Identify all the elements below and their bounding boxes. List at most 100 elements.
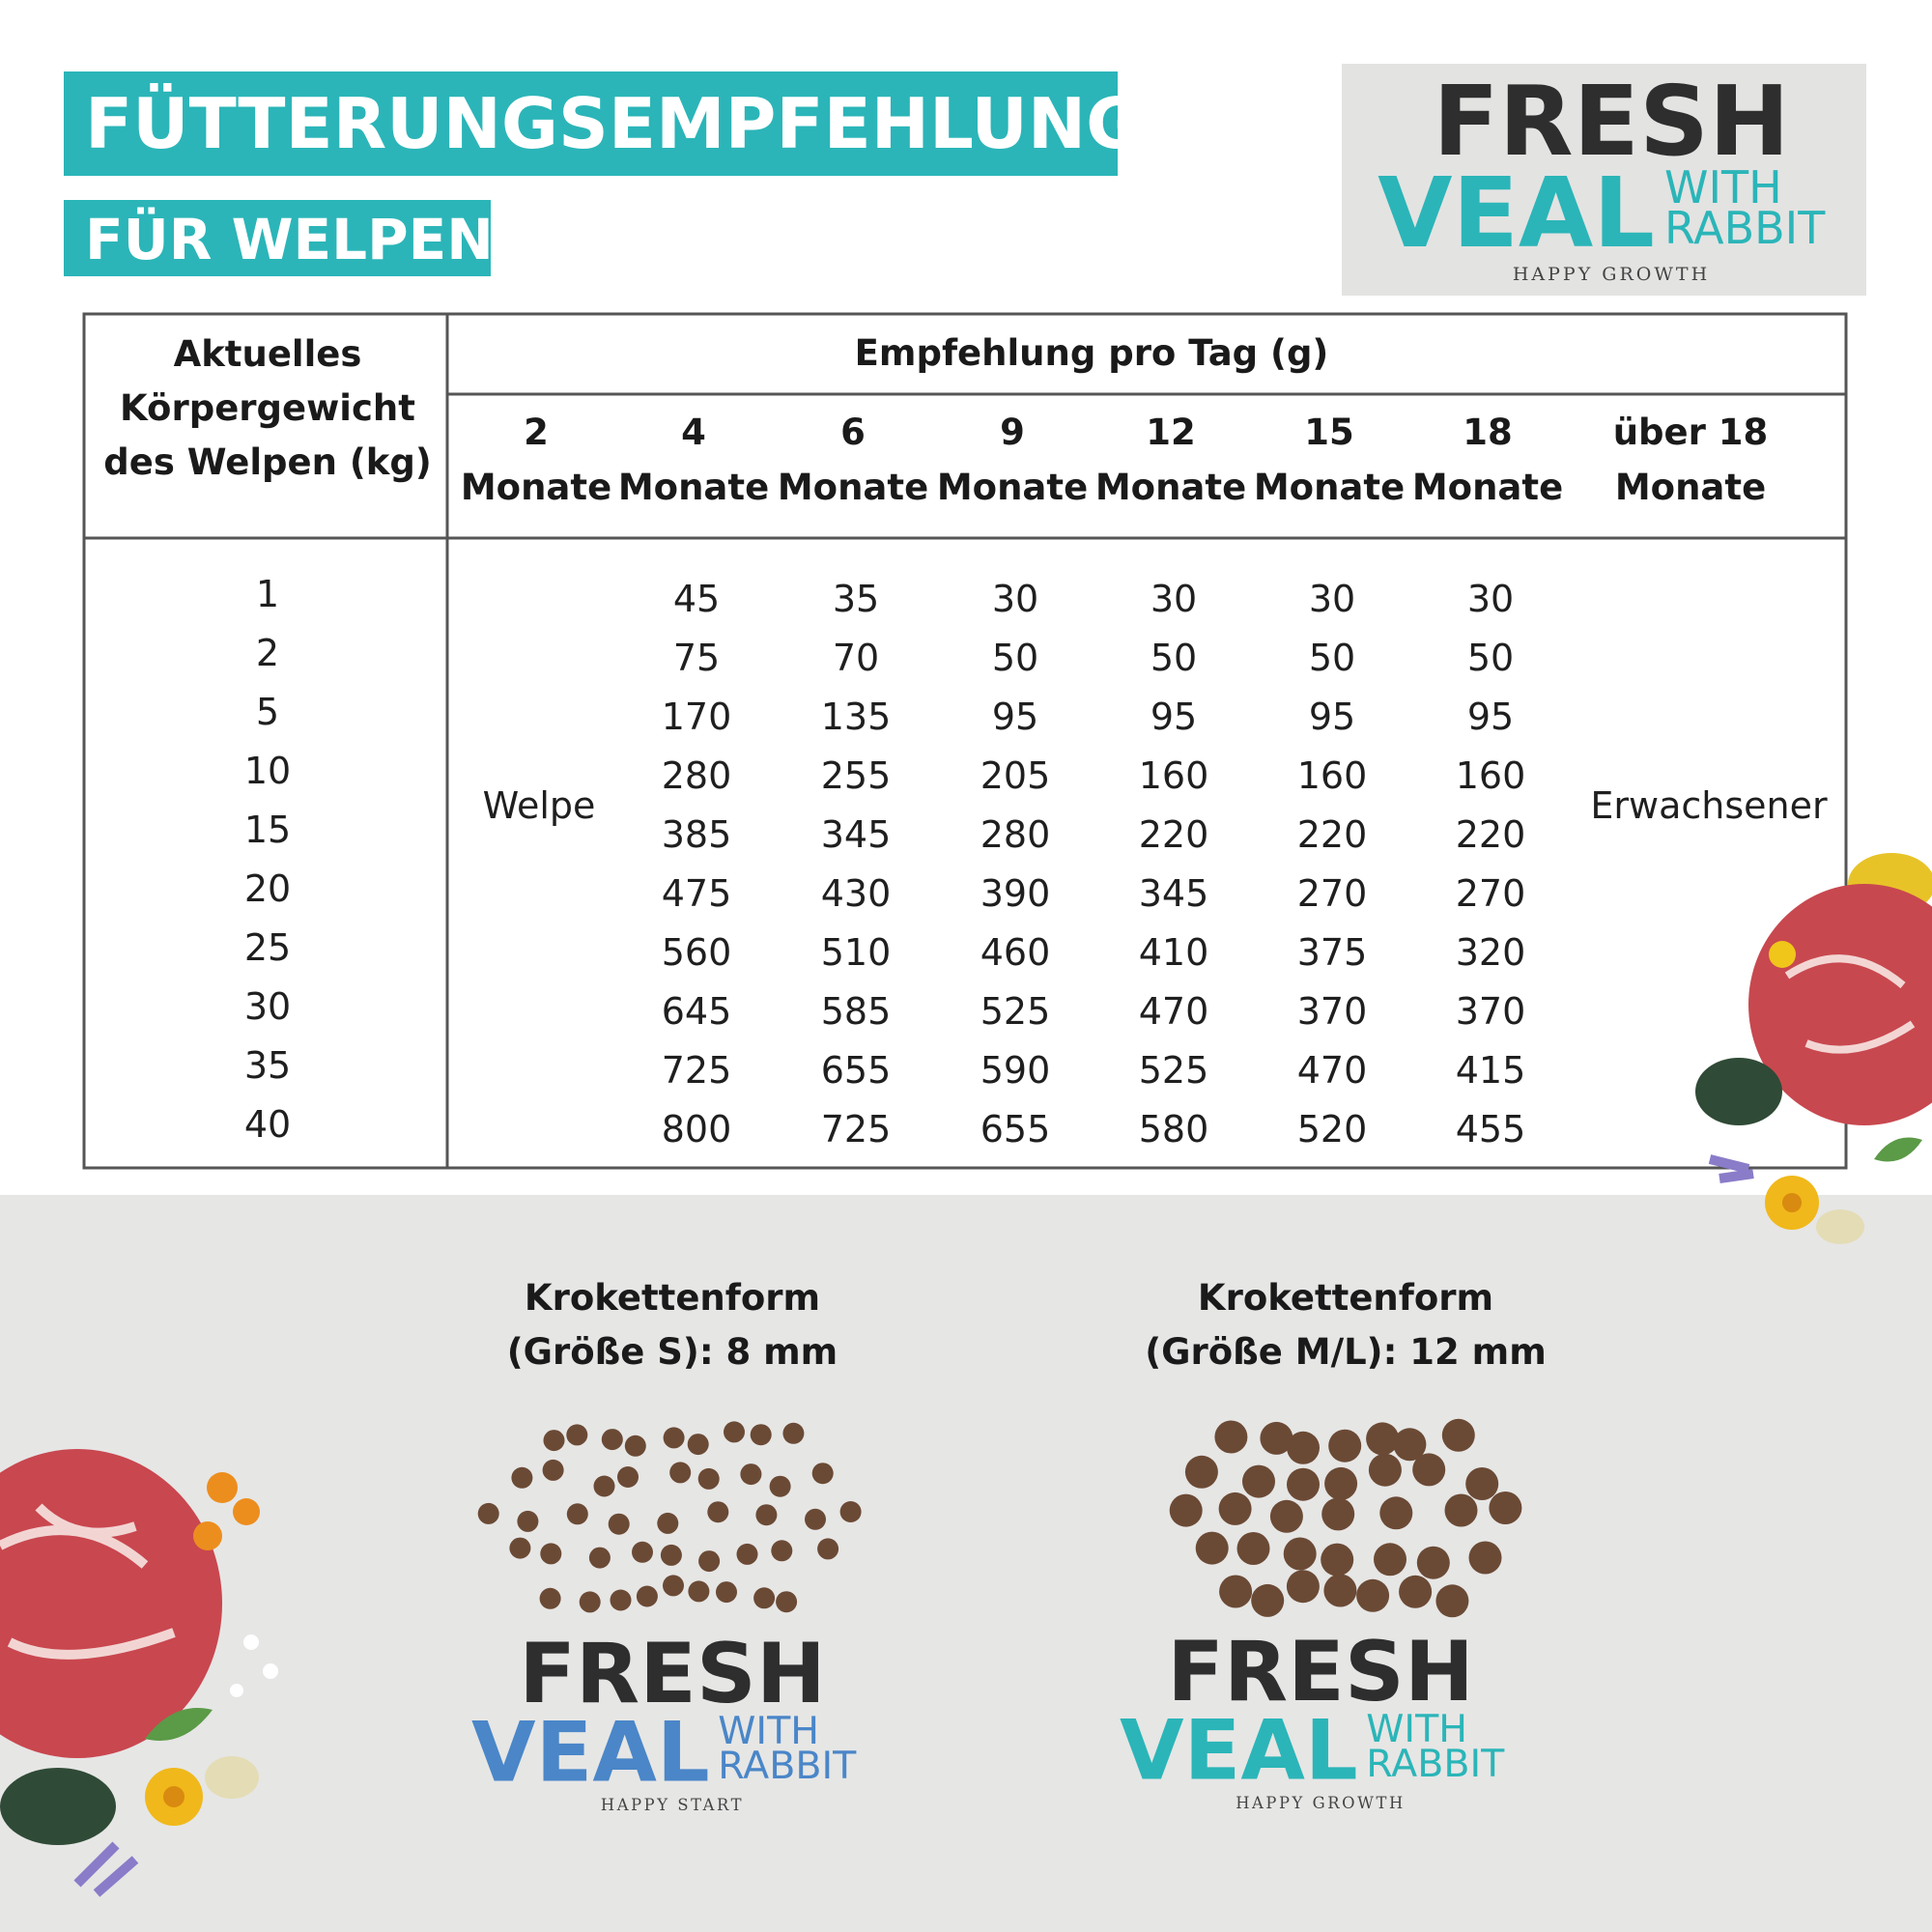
column-unit: Monate [618,467,769,508]
amount: 35 [833,578,879,620]
weight: 30 [244,985,291,1028]
amount: 30 [992,578,1038,620]
kibble [617,1466,639,1488]
weight: 5 [256,691,279,733]
logo-product: VEAL [1120,1703,1358,1800]
column-number: 2 [524,412,549,453]
kibble [657,1512,679,1534]
kibble [753,1587,776,1609]
weight-header: Körpergewicht [120,387,415,429]
weight: 35 [244,1044,291,1087]
amount: 585 [821,990,892,1033]
amount: 800 [662,1108,732,1151]
amount: 655 [980,1108,1051,1151]
kibble [543,1430,565,1452]
amount: 95 [1151,696,1197,738]
kibble [1328,1429,1362,1463]
logo-brand: FRESH [1433,65,1789,178]
column-number: 4 [681,412,706,453]
amount: 510 [821,931,892,974]
kibble [1219,1575,1253,1608]
weight: 1 [256,573,279,615]
logo-product: VEAL [471,1705,710,1802]
kibble [593,1475,615,1497]
column-number: 15 [1304,412,1354,453]
logo-box [1342,64,1866,296]
logo-with: WITH [718,1709,819,1753]
kibble [1269,1499,1303,1533]
amount: 415 [1456,1049,1526,1092]
kibble [663,1575,684,1597]
amount: 385 [662,813,732,856]
kibble-size: (Größe S): 8 mm [507,1331,838,1373]
kibble [1366,1422,1400,1456]
amount: 370 [1297,990,1368,1033]
column-unit: Monate [1095,467,1246,508]
amount: 580 [1139,1108,1209,1151]
logo-with: WITH [1664,161,1782,213]
column-unit: Monate [1412,467,1563,508]
kibble [579,1591,601,1613]
amount: 525 [980,990,1051,1033]
kibble [1251,1583,1285,1617]
kibble [1368,1453,1402,1487]
amount: 410 [1139,931,1209,974]
kibble [724,1421,745,1443]
logo-with: WITH [1366,1707,1467,1751]
weight: 10 [244,750,291,792]
kibble [1260,1421,1293,1455]
kibble [1283,1537,1317,1571]
kibble [771,1540,793,1562]
amount: 345 [821,813,892,856]
kibble [1356,1578,1390,1612]
amount: 590 [980,1049,1051,1092]
amount: 270 [1297,872,1368,915]
kibble [1236,1532,1270,1565]
title: FÜTTERUNGSEMPFEHLUNG [85,83,1143,164]
amount: 30 [1151,578,1197,620]
table: Aktuelles Körpergewicht des Welpen (kg) Emp… [103,332,1828,1151]
kibble [566,1424,588,1446]
amount: 160 [1297,754,1368,797]
amount: 50 [992,637,1038,679]
logo-product: VEAL [1378,156,1655,270]
puppy-label: Welpe [483,784,596,827]
column-number: 9 [1000,412,1025,453]
kibble [1412,1453,1446,1487]
amount: 375 [1297,931,1368,974]
amount: 280 [980,813,1051,856]
amount: 160 [1139,754,1209,797]
column-number: 18 [1463,412,1513,453]
kibble [1214,1420,1248,1454]
amount: 50 [1151,637,1197,679]
kibble [1435,1584,1469,1618]
amount: 430 [821,872,892,915]
kibble [539,1587,561,1609]
kibble [811,1463,834,1485]
kibble [1441,1418,1475,1452]
kibble [610,1589,632,1611]
amount: 45 [673,578,720,620]
amount: 30 [1467,578,1514,620]
column-unit: Monate [461,467,611,508]
column-unit: Monate [778,467,928,508]
kibble [1444,1493,1478,1527]
subtitle: FÜR WELPEN [85,206,494,272]
amount: 455 [1456,1108,1526,1151]
kibble [1489,1492,1522,1524]
weight: 25 [244,926,291,969]
weight-header: des Welpen (kg) [103,441,431,483]
logo-tagline: HAPPY GROWTH [1236,1794,1406,1812]
weight: 2 [256,632,279,674]
amount: 270 [1456,872,1526,915]
amount: 470 [1297,1049,1368,1092]
amount: 475 [662,872,732,915]
amount: 725 [662,1049,732,1092]
kibble [1393,1428,1427,1462]
amount: 135 [821,696,892,738]
